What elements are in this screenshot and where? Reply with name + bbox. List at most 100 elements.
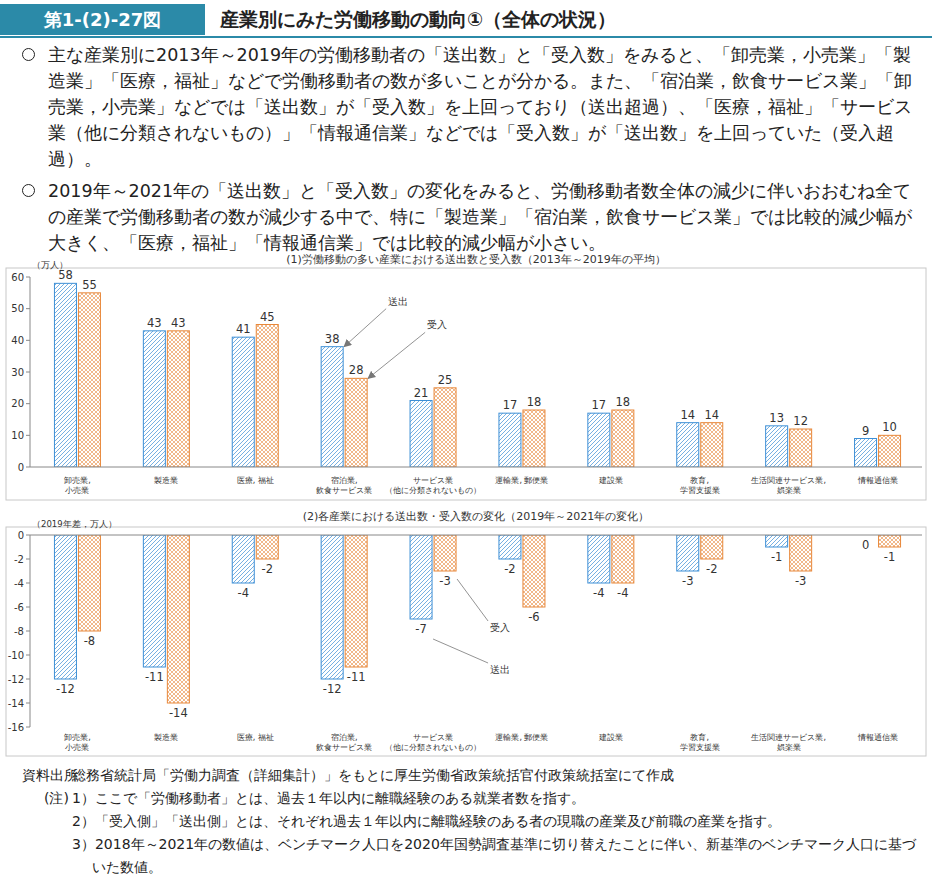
label-line: 製造業 [154, 476, 178, 485]
bar [321, 535, 343, 679]
label-line: 飲食サービス業 [316, 486, 372, 495]
x-tick-label: 教育,学習支援業 [680, 733, 720, 752]
frame [6, 268, 926, 500]
x-tick-label: サービス業（他に分類されないもの） [385, 476, 481, 495]
y-tick [26, 655, 30, 656]
bar [701, 535, 723, 559]
data-label: 0 [862, 538, 869, 552]
bar [345, 535, 367, 667]
bar [588, 413, 610, 467]
data-label: -1 [771, 550, 782, 564]
bar [612, 535, 634, 583]
y-tick [26, 467, 30, 468]
label-line: 宿泊業, [331, 733, 358, 742]
bar [766, 535, 788, 547]
data-label: -3 [682, 574, 693, 588]
bar [434, 388, 456, 467]
chart-1: (2)各産業における送出数・受入数の変化（2019年～2021年の変化） （201… [6, 510, 926, 756]
x-tick-label: 製造業 [154, 476, 178, 485]
label-line: サービス業 [413, 733, 453, 742]
y-tick [26, 559, 30, 560]
y-tick [26, 583, 30, 584]
label-line: 宿泊業, [331, 476, 358, 485]
y-tick-label: -10 [8, 650, 24, 661]
bar [766, 426, 788, 467]
bullet [22, 48, 35, 61]
data-label: -8 [84, 634, 95, 648]
bullet [22, 184, 35, 197]
label-line: 娯楽業 [777, 486, 801, 495]
y-axis-label: （2019年差，万人） [32, 519, 117, 529]
y-tick-label: -2 [14, 554, 24, 565]
bar [855, 439, 877, 468]
y-tick [26, 727, 30, 728]
bar [879, 535, 901, 547]
y-tick-label: 60 [11, 272, 24, 283]
notes-label: (注) [22, 787, 72, 879]
label-line: 医療, 福祉 [237, 476, 274, 485]
data-label: -1 [884, 550, 895, 564]
source-text: 総務省統計局「労働力調査（詳細集計）」をもとに厚生労働省政策統括官付政策統括室に… [72, 764, 674, 787]
summary-text: 2019年～2021年の「送出数」と「受入数」の変化をみると、労働移動者数全体の… [48, 181, 912, 253]
y-tick-label: -4 [14, 578, 24, 589]
bar [143, 331, 165, 467]
label-line: （他に分類されないもの） [385, 743, 481, 752]
x-tick-label: 生活関連サービス業,娯楽業 [751, 476, 826, 495]
x-tick-label: 宿泊業,飲食サービス業 [316, 733, 372, 752]
bar [256, 325, 278, 468]
y-tick [26, 308, 30, 309]
data-label: -2 [504, 562, 515, 576]
x-tick-label: 宿泊業,飲食サービス業 [316, 476, 372, 495]
summary: 主な産業別に2013年～2019年の労働移動者の「送出数」と「受入数」をみると、… [18, 42, 916, 262]
label-line: 運輸業, 郵便業 [495, 733, 548, 742]
bar [232, 535, 254, 583]
data-label: -2 [262, 562, 273, 576]
y-tick [26, 631, 30, 632]
data-label: 13 [769, 411, 784, 425]
data-label: 10 [882, 420, 897, 434]
label-line: 教育, [690, 733, 709, 742]
y-tick [26, 340, 30, 341]
y-tick-label: 30 [11, 367, 24, 378]
series-annotation: 受入 [490, 622, 510, 633]
bar [434, 535, 456, 571]
bar [612, 410, 634, 467]
label-line: （他に分類されないもの） [385, 486, 481, 495]
source-label: 資料出所 [22, 764, 72, 787]
y-tick [26, 435, 30, 436]
y-tick-label: -16 [8, 722, 24, 733]
chart-title: (2)各産業における送出数・受入数の変化（2019年～2021年の変化） [303, 510, 650, 523]
bar [54, 535, 76, 679]
data-labels: -12-11-4-12-7-2-4-3-10-8-14-2-11-3-6-4-2… [56, 538, 895, 720]
data-label: -3 [439, 574, 450, 588]
label-line: 生活関連サービス業, [751, 733, 826, 742]
x-tick-label: 医療, 福祉 [237, 733, 274, 742]
bar [499, 413, 521, 467]
bar [677, 423, 699, 467]
data-label: 43 [147, 316, 162, 330]
y-tick-label: -6 [14, 602, 24, 613]
data-label: -14 [169, 706, 188, 720]
data-label: 43 [171, 316, 186, 330]
x-tick-label: 生活関連サービス業,娯楽業 [751, 733, 826, 752]
label-line: 小売業 [65, 743, 89, 752]
bar [523, 535, 545, 607]
data-label: 38 [325, 332, 340, 346]
bar [790, 429, 812, 467]
bar [256, 535, 278, 559]
y-tick-label: 0 [18, 462, 24, 473]
notes-list: 1）ここで「労働移動者」とは、過去１年以内に離職経験のある就業者数を指す。2）「… [72, 787, 922, 879]
summary-paragraph: 主な産業別に2013年～2019年の労働移動者の「送出数」と「受入数」をみると、… [18, 42, 916, 172]
bar [410, 535, 432, 619]
annotation-pointer [457, 579, 488, 621]
bar [677, 535, 699, 571]
data-label: 58 [58, 268, 73, 282]
y-tick [26, 607, 30, 608]
x-axis [30, 535, 922, 536]
chart-0: (1)労働移動の多い産業における送出数と受入数（2013年～2019年の平均）（… [6, 253, 926, 500]
header-rule [0, 36, 932, 38]
y-tick [26, 277, 30, 278]
label-line: 情報通信業 [857, 733, 898, 742]
bars [54, 283, 900, 467]
notes: (注)1）ここで「労働移動者」とは、過去１年以内に離職経験のある就業者数を指す。… [22, 787, 922, 879]
